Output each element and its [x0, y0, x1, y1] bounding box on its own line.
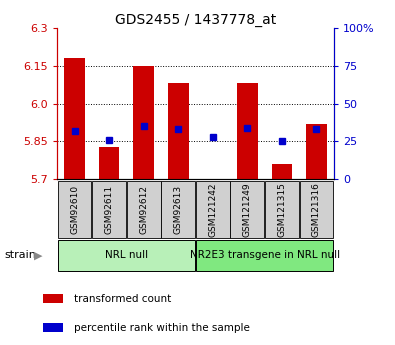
Text: GSM121316: GSM121316: [312, 182, 321, 237]
Text: GSM92610: GSM92610: [70, 185, 79, 234]
Text: percentile rank within the sample: percentile rank within the sample: [74, 323, 250, 333]
Bar: [43, 323, 63, 332]
Bar: [168, 83, 189, 179]
Bar: [299, 181, 333, 238]
Bar: [230, 181, 264, 238]
Bar: [265, 181, 299, 238]
Text: GSM92611: GSM92611: [105, 185, 114, 234]
Bar: [58, 181, 92, 238]
Bar: [99, 147, 120, 179]
Text: GSM92612: GSM92612: [139, 185, 148, 234]
Bar: [161, 181, 195, 238]
Text: strain: strain: [4, 250, 36, 260]
Text: NR2E3 transgene in NRL null: NR2E3 transgene in NRL null: [190, 250, 340, 260]
Bar: [92, 181, 126, 238]
Bar: [43, 294, 63, 303]
Bar: [64, 58, 85, 179]
Text: GSM92613: GSM92613: [174, 185, 183, 234]
Bar: [196, 240, 333, 271]
Title: GDS2455 / 1437778_at: GDS2455 / 1437778_at: [115, 12, 276, 27]
Bar: [306, 124, 327, 179]
Bar: [134, 66, 154, 179]
Bar: [237, 83, 258, 179]
Text: GSM121249: GSM121249: [243, 182, 252, 237]
Bar: [196, 181, 230, 238]
Text: transformed count: transformed count: [74, 294, 171, 304]
Bar: [58, 240, 195, 271]
Text: GSM121315: GSM121315: [277, 182, 286, 237]
Text: NRL null: NRL null: [105, 250, 148, 260]
Text: ▶: ▶: [34, 250, 42, 260]
Bar: [127, 181, 161, 238]
Text: GSM121242: GSM121242: [208, 183, 217, 237]
Bar: [272, 164, 292, 179]
